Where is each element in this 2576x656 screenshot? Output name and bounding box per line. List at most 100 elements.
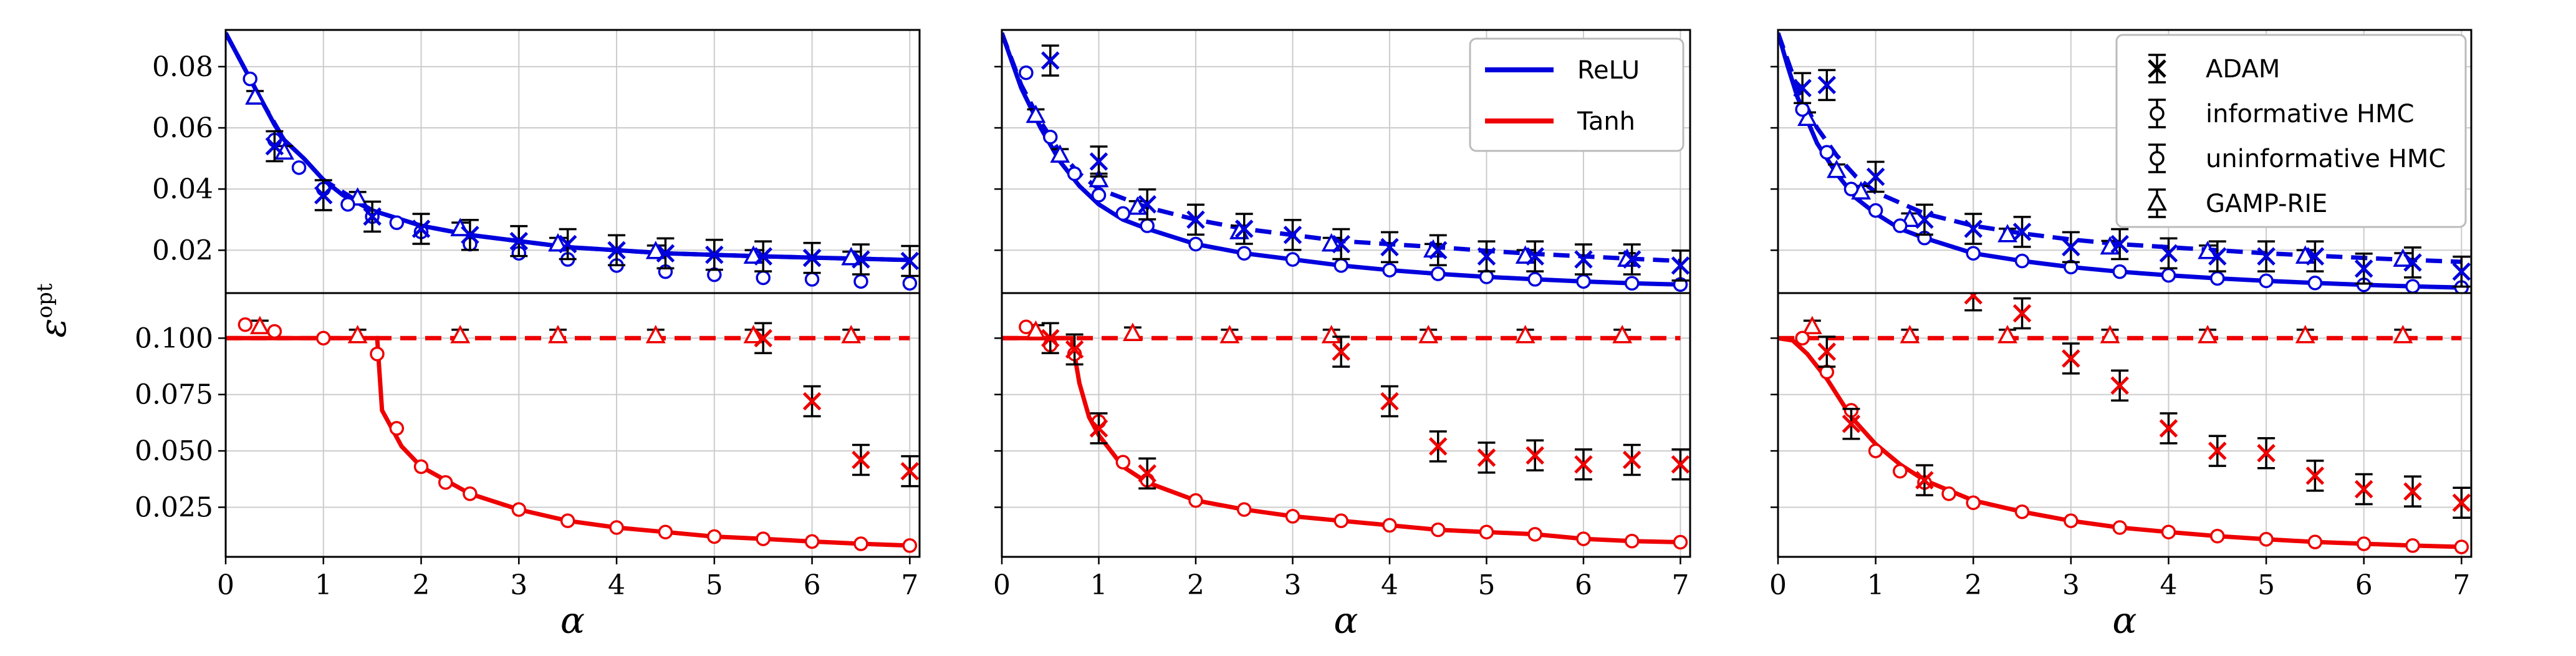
- x-tick-label: 7: [901, 569, 918, 601]
- x-axis-label: α: [1334, 599, 1358, 642]
- hmc-point: [902, 276, 918, 291]
- hmc-point: [413, 459, 429, 475]
- legend-marker: [2147, 192, 2167, 211]
- hmc-point: [1576, 531, 1591, 546]
- panel-1-bottom-axes: 0.025 0.050 0.075 0.100: [135, 292, 921, 558]
- adam-point: [2305, 466, 2325, 485]
- x-tick-label: 1: [315, 569, 332, 601]
- adam-point: [2208, 247, 2227, 266]
- gamp-point: [1321, 233, 1342, 252]
- panel-1-top-data: [226, 32, 920, 291]
- adam-point: [1234, 219, 1254, 238]
- panel-3-top-data: [1778, 32, 2471, 293]
- adam-point: [1040, 51, 1060, 70]
- adam-point: [2257, 247, 2276, 266]
- x-tick-label: 7: [2453, 569, 2470, 601]
- adam-point: [2452, 493, 2471, 512]
- hmc-point: [2356, 536, 2372, 551]
- hmc-point: [1430, 522, 1446, 538]
- x-tick-label: 3: [510, 569, 527, 601]
- x-axis-label: α: [560, 599, 585, 642]
- axes-frame: [1777, 292, 2473, 558]
- adam-point: [558, 234, 577, 254]
- adam-point: [509, 231, 529, 251]
- y-tick-label: 0.050: [135, 435, 213, 467]
- legend-label: informative HMC: [2206, 100, 2415, 128]
- hmc-point: [1843, 181, 1859, 196]
- x-tick-label: 4: [2160, 569, 2177, 601]
- gamp-point: [1827, 160, 1847, 178]
- hmc-point: [1479, 524, 1494, 539]
- adam-point: [1526, 247, 1544, 266]
- hmc-point: [2405, 538, 2420, 553]
- adam-point: [2159, 419, 2178, 438]
- gamp-point: [347, 325, 368, 344]
- gamp-point: [1122, 322, 1143, 341]
- hmc-point: [2112, 520, 2127, 535]
- hmc-point: [1673, 534, 1688, 550]
- adam-point: [265, 137, 284, 156]
- hmc-point: [609, 520, 624, 535]
- adam-point: [2159, 244, 2178, 263]
- adam-point: [1574, 455, 1593, 474]
- adam-point: [1380, 238, 1399, 257]
- adam-point: [2110, 234, 2129, 254]
- panel-2-bottom-axes: [994, 292, 1691, 558]
- adam-point: [461, 225, 479, 244]
- adam-point: [900, 461, 920, 481]
- hmc-point: [853, 536, 868, 551]
- x-axis-label: α: [2112, 599, 2136, 642]
- y-tick-label: 0.08: [152, 51, 213, 83]
- y-tick-label: 0.075: [135, 379, 213, 411]
- adam-point: [2012, 304, 2032, 323]
- hmc-point: [1236, 246, 1252, 261]
- x-tick-label: 1: [1090, 569, 1107, 601]
- adam-point: [607, 241, 626, 260]
- adam-point: [1964, 219, 1983, 238]
- gamp-point: [2295, 245, 2315, 264]
- adam-point: [802, 392, 822, 411]
- panel-1-bottom-data: [226, 316, 920, 553]
- adam-point: [314, 186, 333, 205]
- hmc-point: [267, 324, 282, 339]
- gamp-point: [1802, 316, 1822, 334]
- x-tick-label: 4: [608, 569, 625, 601]
- hmc-point: [902, 538, 918, 553]
- x-tick-label: 5: [2257, 569, 2275, 601]
- gamp-point: [1219, 325, 1240, 344]
- legend-methods: ADAM informative HMC uninformative HMC GAMP…: [2115, 34, 2467, 228]
- x-tick-label: 0: [217, 569, 234, 601]
- adam-point: [705, 245, 724, 264]
- adam-point: [2062, 349, 2080, 368]
- hmc-point: [1140, 218, 1155, 233]
- hmc-point: [1067, 166, 1082, 181]
- adam-point: [2305, 247, 2325, 266]
- adam-point: [1842, 414, 1861, 433]
- hmc-point: [238, 317, 253, 332]
- adam-point: [1622, 450, 1641, 470]
- adam-point: [2403, 253, 2422, 272]
- hmc-point: [1334, 513, 1348, 528]
- hmc-point: [1819, 145, 1835, 160]
- hmc-point: [2210, 528, 2225, 544]
- adam-point: [1138, 195, 1157, 214]
- x-tick-label: 4: [1381, 569, 1398, 601]
- adam-point: [2062, 238, 2080, 257]
- adam-point: [1622, 250, 1641, 269]
- gamp-point: [450, 325, 471, 344]
- x-tick-label: 3: [2062, 569, 2080, 601]
- adam-point: [1138, 464, 1157, 483]
- adam-point: [1332, 342, 1350, 361]
- axes-frame: [224, 292, 921, 558]
- hmc-point: [658, 524, 673, 539]
- x-tick-label: 2: [413, 569, 430, 601]
- hmc-point: [1624, 276, 1640, 291]
- hmc-point: [2405, 279, 2420, 293]
- gamp-point: [1321, 325, 1342, 344]
- adam-point: [2354, 480, 2373, 499]
- gamp-point: [743, 325, 764, 344]
- legend-label: Tanh: [1577, 107, 1635, 136]
- gamp-point: [743, 245, 764, 264]
- x-tick-label: 7: [1671, 569, 1689, 601]
- hmc-point: [1527, 527, 1542, 542]
